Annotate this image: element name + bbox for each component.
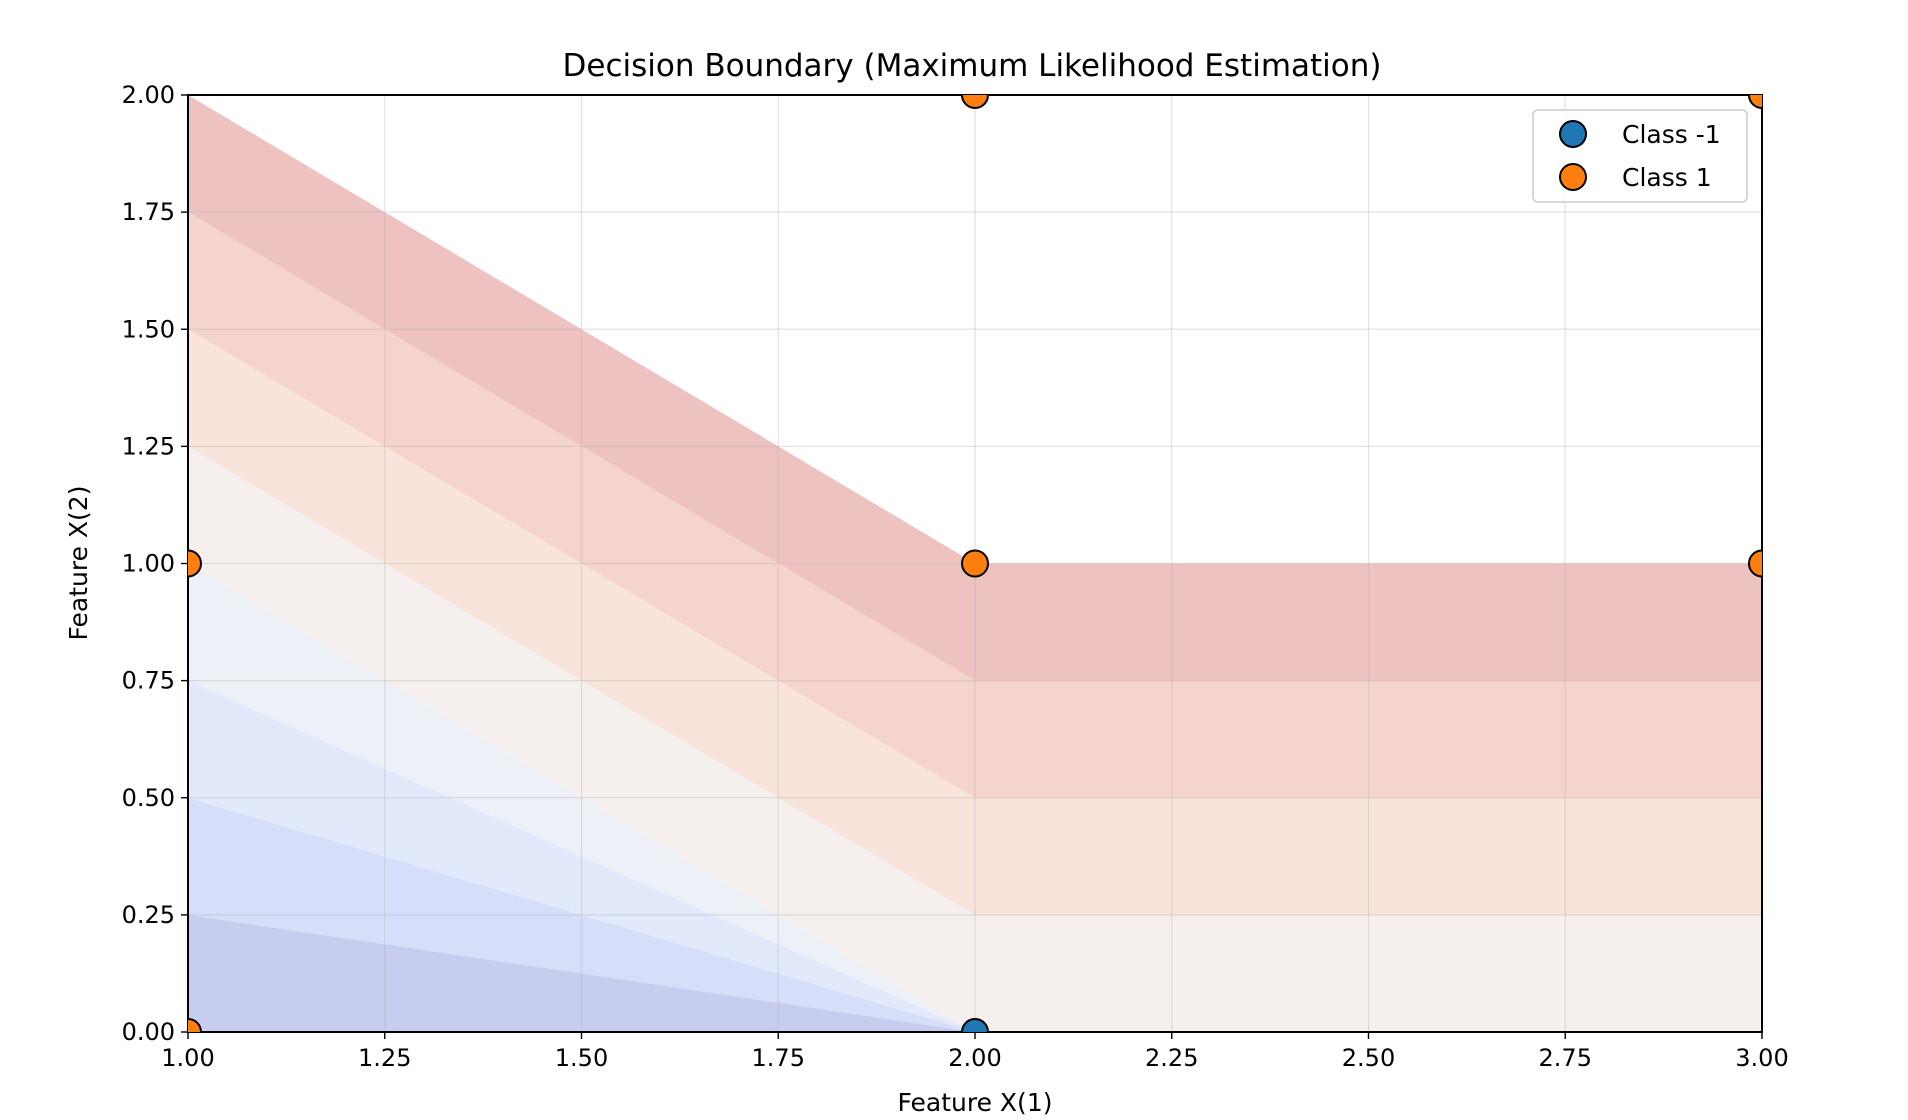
data-point-series-1-3: [961, 95, 989, 109]
contour-band-2: [188, 680, 1762, 1032]
legend-marker-class-1: [1559, 163, 1587, 191]
y-tick-label-5: 1.25: [122, 432, 175, 460]
data-point-series-1-4: [1748, 549, 1762, 578]
y-tick-label-3: 0.75: [122, 667, 175, 695]
y-axis-label: Feature X(2): [64, 486, 93, 641]
x-tick-label-1: 1.25: [358, 1044, 411, 1072]
y-tick-label-6: 1.50: [122, 315, 175, 343]
data-point-series-0-0: [961, 1018, 989, 1032]
data-point-series-1-5: [1748, 95, 1762, 109]
legend-label-class-1: Class 1: [1622, 163, 1712, 192]
contour-band-7: [188, 95, 1762, 681]
x-axis-label: Feature X(1): [898, 1088, 1053, 1117]
x-tick-label-8: 3.00: [1735, 1044, 1788, 1072]
legend-marker-class-neg1: [1559, 120, 1587, 148]
y-tick-label-8: 2.00: [122, 81, 175, 109]
data-point-series-1-1: [188, 549, 202, 578]
x-tick-label-3: 1.75: [752, 1044, 805, 1072]
contour-band-6: [188, 212, 1762, 798]
contour-band-4: [188, 446, 1762, 1032]
plot-area: [187, 94, 1763, 1033]
data-points: [188, 95, 1762, 1032]
y-tick-label-2: 0.50: [122, 784, 175, 812]
contour-band-1: [188, 797, 1762, 1032]
x-tick-label-6: 2.50: [1342, 1044, 1395, 1072]
decision-surface: [188, 95, 1762, 1032]
contour-band-0: [188, 914, 1762, 1032]
x-tick-label-0: 1.00: [161, 1044, 214, 1072]
y-tick-label-0: 0.00: [122, 1018, 175, 1046]
contour-band-3: [188, 563, 1762, 1032]
x-axis: 1.00 1.25 1.50 1.75 2.00 2.25 2.50 2.75 3.00: [161, 1032, 1789, 1072]
x-tick-label-4: 2.00: [948, 1044, 1001, 1072]
legend-label-class-neg1: Class -1: [1622, 120, 1721, 149]
y-tick-label-1: 0.25: [122, 901, 175, 929]
chart-title: Decision Boundary (Maximum Likelihood Es…: [563, 48, 1382, 84]
y-tick-label-7: 1.75: [122, 198, 175, 226]
x-tick-label-5: 2.25: [1145, 1044, 1198, 1072]
contour-band-5: [188, 329, 1762, 915]
y-tick-label-4: 1.00: [122, 550, 175, 578]
legend: Class -1 Class 1: [1532, 109, 1748, 203]
data-point-series-1-0: [188, 1018, 202, 1032]
x-tick-label-7: 2.75: [1539, 1044, 1592, 1072]
y-axis: 0.00 0.25 0.50 0.75 1.00 1.25 1.50 1.75 2.00: [122, 81, 188, 1046]
x-tick-label-2: 1.50: [555, 1044, 608, 1072]
data-point-series-1-2: [961, 549, 989, 578]
